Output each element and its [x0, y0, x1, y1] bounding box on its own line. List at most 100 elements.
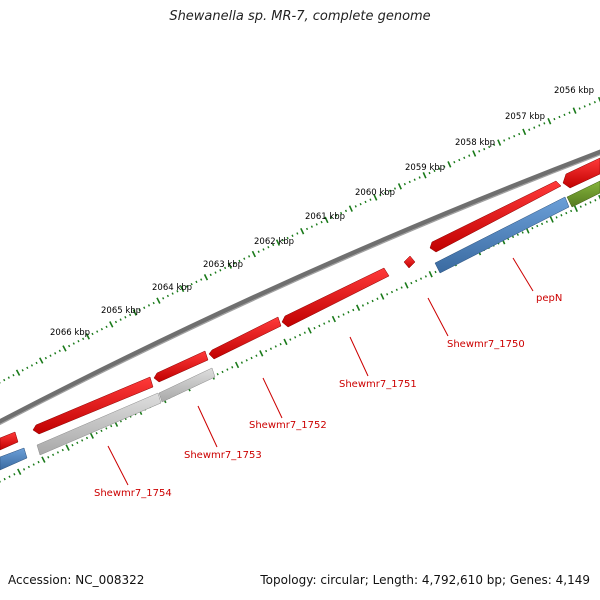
reverse-strand-features — [0, 180, 600, 471]
gene-arrow-1751[interactable] — [281, 267, 390, 328]
minor-tick — [570, 209, 573, 213]
minor-tick — [478, 150, 481, 153]
major-tick — [15, 369, 21, 376]
minor-tick — [226, 368, 229, 371]
minor-tick — [291, 234, 294, 237]
minor-tick — [274, 345, 277, 348]
gene-label-1754[interactable]: Shewmr7_1754 — [94, 488, 172, 499]
gene-label-pepN[interactable]: pepN — [536, 293, 562, 304]
minor-tick — [49, 354, 52, 357]
minor-tick — [238, 259, 241, 263]
minor-tick — [408, 180, 411, 184]
minor-tick — [415, 279, 418, 283]
gene-label-1752[interactable]: Shewmr7_1752 — [249, 420, 327, 431]
minor-tick — [243, 257, 246, 260]
gene-label-1751[interactable]: Shewmr7_1751 — [339, 379, 417, 390]
minor-tick — [560, 214, 563, 217]
major-tick — [85, 333, 90, 340]
minor-tick — [286, 236, 289, 240]
minor-tick — [428, 171, 431, 175]
scale-label: 2059 kbp — [405, 163, 445, 173]
minor-tick — [267, 245, 270, 249]
minor-tick — [281, 239, 284, 242]
gene-arrow-left-edge[interactable] — [0, 431, 19, 451]
minor-tick — [536, 224, 539, 228]
minor-tick — [279, 342, 282, 346]
minor-tick — [91, 332, 94, 336]
major-tick — [447, 161, 452, 168]
gene-label-1750[interactable]: Shewmr7_1750 — [447, 339, 525, 350]
major-tick — [307, 327, 312, 334]
gene-arrow-green[interactable] — [566, 180, 600, 208]
minor-tick — [119, 318, 122, 321]
minor-tick — [543, 122, 546, 125]
minor-tick — [553, 117, 556, 121]
major-tick — [234, 361, 240, 369]
gene-arrow-left-blue[interactable] — [0, 447, 28, 471]
scale-label: 2060 kbp — [355, 188, 395, 198]
minor-tick — [310, 225, 313, 228]
gene-arrow-1753-gray[interactable] — [158, 367, 216, 403]
minor-tick — [12, 373, 15, 377]
minor-tick — [3, 378, 6, 382]
gene-arrow-small[interactable] — [403, 255, 416, 269]
minor-tick — [257, 250, 260, 253]
minor-tick — [384, 191, 387, 195]
minor-tick — [593, 101, 596, 104]
minor-tick — [578, 107, 581, 110]
gene-arrow-pepN-region[interactable] — [429, 180, 562, 253]
minor-tick — [61, 448, 64, 452]
minor-tick — [240, 361, 243, 364]
minor-tick — [361, 304, 364, 307]
minor-tick — [3, 477, 6, 481]
minor-tick — [424, 275, 427, 278]
minor-tick — [305, 227, 309, 231]
scale-label: 2057 kbp — [505, 112, 545, 122]
forward-strand-features — [0, 157, 600, 451]
minor-tick — [521, 231, 524, 234]
minor-tick — [71, 444, 74, 447]
minor-tick — [209, 273, 212, 277]
minor-tick — [453, 160, 456, 164]
gene-arrow-1754-gray[interactable] — [36, 392, 162, 456]
minor-tick — [85, 436, 89, 440]
gene-arrow-1753[interactable] — [153, 350, 209, 383]
minor-tick — [296, 232, 299, 235]
genome-summary-text: Topology: circular; Length: 4,792,610 bp… — [260, 573, 590, 587]
gene-arrow-right-edge[interactable] — [562, 157, 600, 189]
minor-tick — [269, 347, 273, 350]
minor-tick — [528, 128, 531, 131]
minor-tick — [565, 211, 568, 215]
major-tick — [522, 128, 527, 136]
minor-tick — [26, 366, 29, 370]
minor-tick — [419, 277, 423, 280]
minor-tick — [195, 280, 198, 284]
minor-tick — [76, 441, 79, 445]
label-leaders — [107, 257, 534, 486]
minor-tick — [272, 243, 275, 247]
gene-arrow-1752[interactable] — [208, 316, 282, 360]
minor-tick — [443, 165, 446, 168]
minor-tick — [255, 354, 258, 357]
minor-tick — [250, 356, 253, 360]
minor-tick — [77, 339, 80, 343]
minor-tick — [594, 199, 597, 202]
minor-tick — [185, 285, 188, 288]
minor-tick — [513, 134, 516, 138]
major-tick — [356, 304, 361, 311]
minor-tick — [418, 176, 421, 179]
minor-tick — [8, 475, 11, 478]
major-tick — [397, 183, 402, 190]
gene-label-1753[interactable]: Shewmr7_1753 — [184, 450, 262, 461]
minor-tick — [364, 200, 367, 204]
minor-tick — [129, 313, 132, 317]
major-tick — [156, 297, 161, 304]
minor-tick — [393, 187, 397, 190]
minor-tick — [568, 111, 571, 114]
minor-tick — [262, 248, 265, 251]
major-tick — [227, 262, 232, 269]
scale-label: 2058 kbp — [455, 138, 495, 148]
minor-tick — [337, 315, 340, 318]
gene-arrow-1754[interactable] — [32, 376, 154, 435]
gene-arrow-pepN[interactable] — [434, 196, 570, 274]
